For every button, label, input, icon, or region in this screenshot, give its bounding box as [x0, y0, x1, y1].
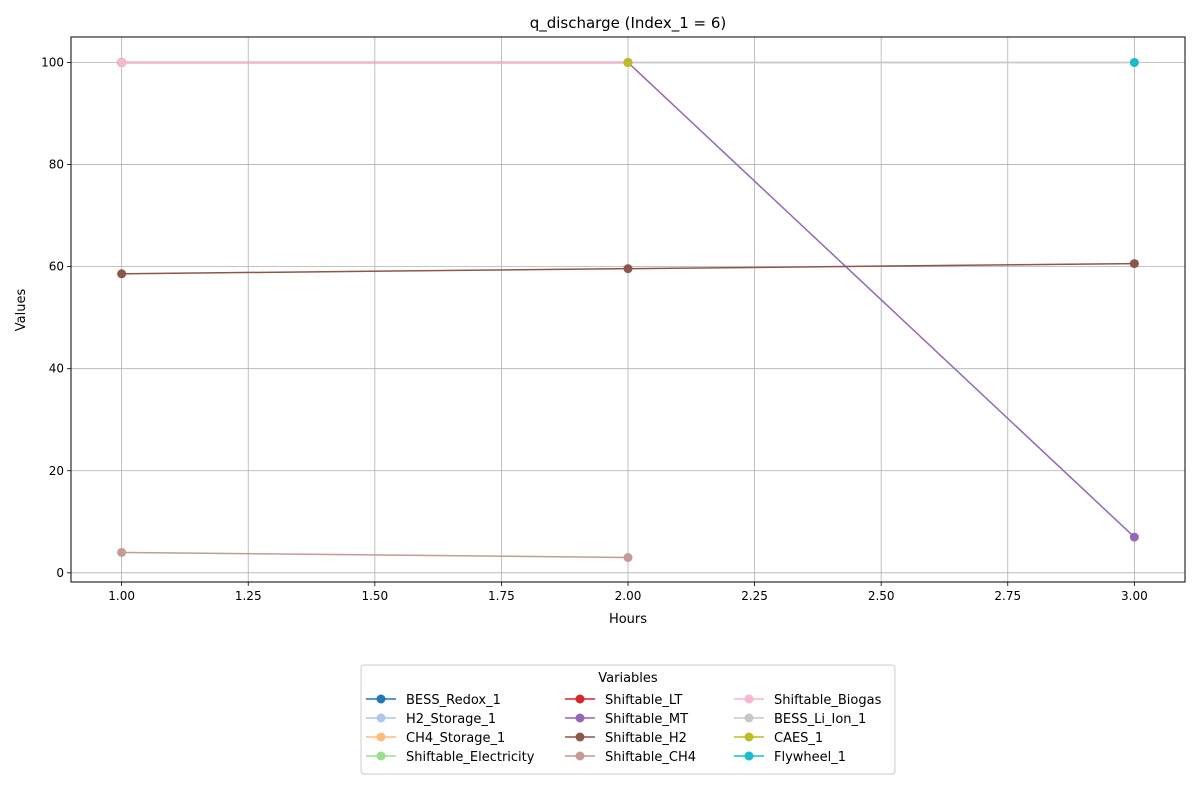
legend-label: Shiftable_MT: [605, 712, 688, 727]
legend-label: CAES_1: [774, 731, 823, 746]
legend-item: H2_Storage_1: [366, 712, 496, 727]
series-lines: [117, 58, 1139, 563]
chart-title: q_discharge (Index_1 = 6): [530, 14, 727, 33]
y-axis-label: Values: [14, 289, 29, 332]
data-point: [117, 269, 127, 279]
legend-item: BESS_Li_Ion_1: [734, 712, 866, 727]
legend-marker: [376, 751, 386, 761]
legend-label: CH4_Storage_1: [406, 731, 505, 746]
x-axis-label: Hours: [609, 612, 647, 627]
data-point: [623, 553, 633, 563]
legend-label: Shiftable_Biogas: [774, 693, 882, 708]
legend-label: H2_Storage_1: [406, 712, 496, 727]
x-tick-label: 1.25: [235, 589, 262, 603]
legend-marker: [744, 751, 754, 761]
data-point: [623, 264, 633, 274]
data-point: [117, 58, 127, 68]
series-line: [121, 551, 629, 559]
legend-label: Shiftable_H2: [605, 731, 687, 746]
legend-label: BESS_Redox_1: [406, 693, 501, 708]
legend-item: Shiftable_H2: [565, 731, 687, 746]
x-tick-label: 1.75: [488, 589, 515, 603]
x-tick-label: 2.50: [868, 589, 895, 603]
legend-marker: [575, 751, 585, 761]
legend-box: [360, 664, 896, 775]
legend-marker: [376, 732, 386, 742]
legend-item: Shiftable_Biogas: [734, 693, 882, 708]
legend-label: Flywheel_1: [774, 750, 846, 765]
series-shiftable-ch4: [117, 547, 633, 563]
y-tick-label: 0: [56, 566, 64, 580]
x-tick-label: 2.75: [994, 589, 1021, 603]
legend-marker: [744, 713, 754, 723]
series-shiftable-h2: [117, 259, 1139, 279]
data-point: [1129, 58, 1139, 68]
legend: Variables BESS_Redox_1 H2_Storage_1 CH4_St…: [360, 664, 896, 775]
legend-item: Shiftable_CH4: [565, 750, 696, 765]
legend-item: BESS_Redox_1: [366, 693, 501, 708]
legend-label: BESS_Li_Ion_1: [774, 712, 866, 727]
legend-item: CH4_Storage_1: [366, 731, 505, 746]
legend-label: Shiftable_Electricity: [406, 750, 535, 765]
x-tick-label: 1.00: [108, 589, 135, 603]
legend-item: Shiftable_LT: [565, 693, 682, 708]
y-tick-label: 40: [49, 362, 64, 376]
legend-item: Flywheel_1: [734, 750, 846, 765]
legend-title: Variables: [598, 671, 658, 686]
y-tick-label: 20: [49, 464, 64, 478]
data-point: [623, 58, 633, 68]
legend-label: Shiftable_CH4: [605, 750, 696, 765]
series-flywheel-1: [1129, 58, 1139, 68]
y-tick-label: 100: [41, 56, 64, 70]
legend-label: Shiftable_LT: [605, 693, 682, 708]
y-tick-label: 80: [49, 158, 64, 172]
legend-item: CAES_1: [734, 731, 823, 746]
data-point: [1129, 259, 1139, 269]
legend-marker: [376, 694, 386, 704]
legend-marker: [376, 713, 386, 723]
legend-item: Shiftable_MT: [565, 712, 688, 727]
x-tick-label: 2.25: [741, 589, 768, 603]
y-tick-label: 60: [49, 260, 64, 274]
y-axis-ticks: 0 20 40 60 80 100: [41, 56, 71, 580]
x-tick-label: 2.00: [615, 589, 642, 603]
legend-marker: [575, 732, 585, 742]
legend-marker: [575, 694, 585, 704]
x-axis-ticks: 1.00 1.25 1.50 1.75 2.00 2.25 2.50 2.75 3.00: [108, 582, 1148, 603]
series-caes-1: [623, 58, 633, 68]
legend-marker: [744, 732, 754, 742]
x-tick-label: 3.00: [1121, 589, 1148, 603]
legend-marker: [575, 713, 585, 723]
data-point: [117, 547, 127, 557]
x-tick-label: 1.50: [361, 589, 388, 603]
legend-item: Shiftable_Electricity: [366, 750, 535, 765]
data-point: [1129, 532, 1139, 542]
legend-marker: [744, 694, 754, 704]
legend-items: BESS_Redox_1 H2_Storage_1 CH4_Storage_1 Shi…: [366, 693, 882, 765]
